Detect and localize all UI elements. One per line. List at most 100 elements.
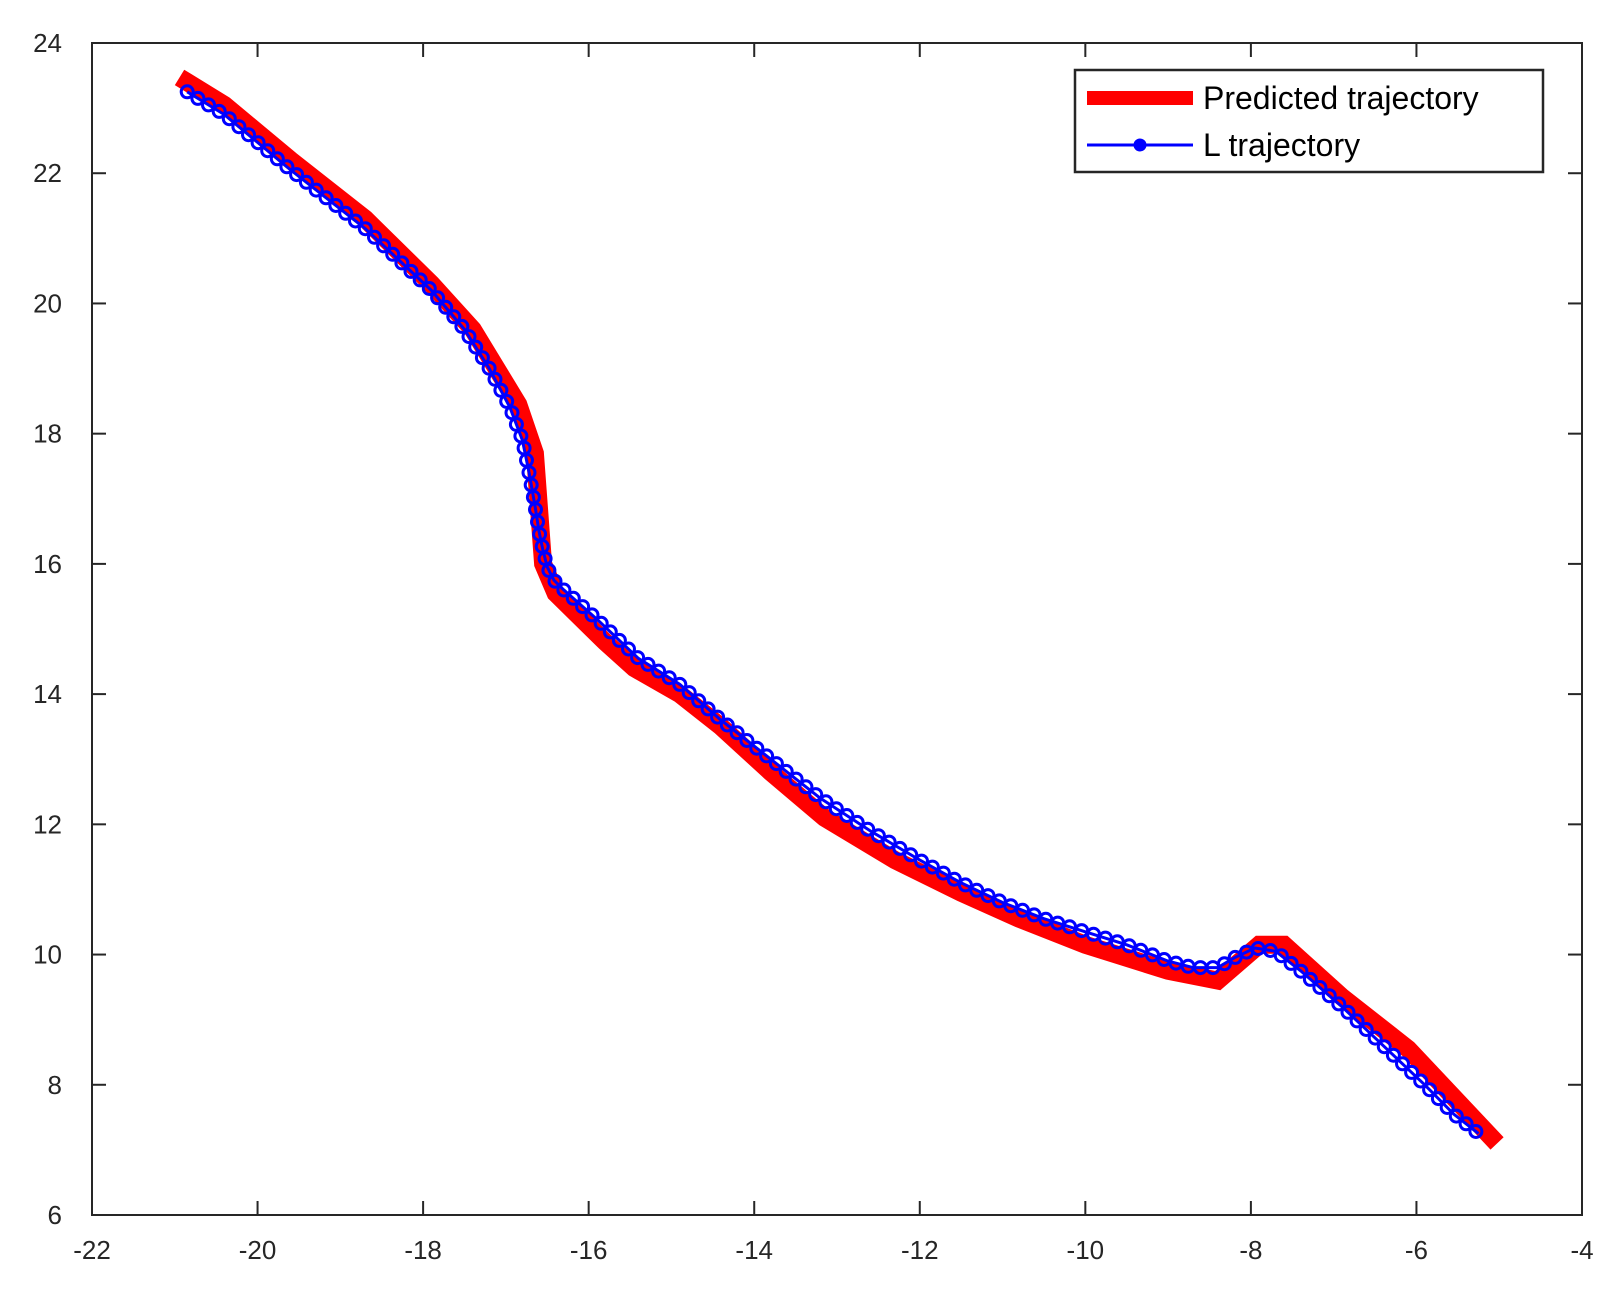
axis-ticks <box>91 42 1583 1216</box>
l-trajectory-marker <box>461 329 477 345</box>
l-trajectory-marker <box>446 309 462 325</box>
l-trajectory-marker <box>661 670 677 686</box>
l-trajectory-marker <box>348 213 363 229</box>
l-trajectory-marker <box>818 794 834 810</box>
l-trajectory-marker <box>778 763 794 779</box>
l-trajectory-marker <box>681 685 697 701</box>
l-trajectory-marker <box>481 360 497 376</box>
l-trajectory-marker <box>1422 1082 1438 1098</box>
legend-label-l: L trajectory <box>1203 127 1360 163</box>
l-trajectory-marker <box>691 693 707 709</box>
l-trajectory-marker <box>870 828 886 844</box>
l-trajectory-marker <box>201 97 216 113</box>
l-trajectory-marker <box>651 663 667 679</box>
x-tick-label: -4 <box>1570 1235 1593 1265</box>
l-trajectory-marker <box>211 103 227 119</box>
y-tick-label: 22 <box>33 158 62 188</box>
x-tick-label: -14 <box>735 1235 773 1265</box>
y-tick-label: 6 <box>48 1200 62 1230</box>
l-trajectory-marker <box>602 624 618 640</box>
l-trajectory-marker <box>338 205 354 221</box>
l-trajectory-marker <box>1448 1108 1464 1124</box>
l-trajectory-marker <box>298 174 314 190</box>
l-trajectory-marker <box>1439 1100 1455 1115</box>
legend: Predicted trajectory L trajectory <box>1073 68 1545 174</box>
l-trajectory-marker <box>367 229 382 245</box>
l-trajectory-marker <box>881 834 897 850</box>
l-trajectory-marker <box>438 299 454 315</box>
x-tick-label: -6 <box>1405 1235 1428 1265</box>
y-tick-label: 16 <box>33 549 62 579</box>
x-tick-label: -12 <box>901 1235 939 1265</box>
x-tick-label: -8 <box>1239 1235 1262 1265</box>
l-trajectory-marker <box>1321 988 1337 1004</box>
l-trajectory-marker <box>1430 1091 1446 1107</box>
l-trajectory-marker <box>729 725 745 741</box>
l-trajectory-marker <box>935 865 951 881</box>
l-trajectory-marker <box>468 339 484 355</box>
x-tick-label: -10 <box>1067 1235 1105 1265</box>
l-trajectory-marker <box>575 599 591 615</box>
y-tick-label: 8 <box>48 1070 62 1100</box>
l-trajectory-marker <box>914 853 929 869</box>
l-trajectory-marker <box>289 167 305 183</box>
l-trajectory-marker <box>1468 1124 1484 1139</box>
l-trajectory-marker <box>924 859 940 875</box>
l-trajectory-marker <box>808 787 824 803</box>
l-trajectory-marker <box>1385 1047 1401 1063</box>
l-trajectory-marker <box>839 808 855 823</box>
y-tick-label: 24 <box>33 28 62 58</box>
l-trajectory-marker <box>179 84 195 100</box>
l-trajectory-marker <box>493 382 509 398</box>
l-trajectory-marker <box>241 127 256 143</box>
y-tick-label: 18 <box>33 419 62 449</box>
l-trajectory-marker <box>394 255 410 271</box>
l-trajectory-marker <box>710 709 726 725</box>
x-axis-tick-labels: -22 -20 -18 -16 -14 -12 -10 -8 -6 -4 <box>73 1235 1593 1265</box>
l-trajectory-marker <box>957 877 973 893</box>
x-tick-label: -16 <box>570 1235 608 1265</box>
l-trajectory-marker <box>1302 971 1318 987</box>
l-trajectory-marker <box>640 656 656 672</box>
l-trajectory-marker <box>376 238 392 254</box>
l-trajectory-marker <box>719 717 735 733</box>
l-trajectory-marker <box>357 221 373 237</box>
l-trajectory-marker <box>1376 1039 1392 1055</box>
l-trajectory-marker <box>1312 980 1328 995</box>
l-trajectory-marker <box>860 821 876 837</box>
l-trajectory-marker <box>700 701 716 717</box>
l-trajectory-marker <box>672 676 688 692</box>
l-trajectory-marker <box>421 281 437 296</box>
l-trajectory-marker <box>1358 1022 1374 1037</box>
l-trajectory-marker <box>1413 1073 1429 1089</box>
l-trajectory-marker <box>759 748 775 764</box>
l-trajectory-marker <box>1367 1030 1383 1046</box>
l-trajectory-marker <box>308 182 324 198</box>
l-trajectory-marker <box>788 771 804 787</box>
legend-box <box>1073 68 1545 174</box>
y-tick-label: 20 <box>33 288 62 318</box>
l-trajectory-marker <box>454 318 470 334</box>
l-trajectory-marker <box>828 801 844 817</box>
l-trajectory-marker <box>1293 963 1309 979</box>
l-trajectory-marker <box>1273 948 1289 964</box>
l-trajectory-marker <box>250 135 266 151</box>
l-trajectory-marker <box>279 159 295 175</box>
l-trajectory-marker <box>903 847 919 863</box>
l-trajectory-marker <box>269 151 285 167</box>
l-trajectory-marker <box>749 740 765 756</box>
l-trajectory-marker <box>798 779 814 795</box>
series-layer <box>174 69 1504 1150</box>
x-tick-label: -18 <box>404 1235 442 1265</box>
x-tick-label: -20 <box>239 1235 277 1265</box>
l-trajectory-marker <box>565 590 581 606</box>
l-trajectory-marker <box>385 246 401 262</box>
l-trajectory-marker <box>1340 1004 1356 1020</box>
l-trajectory-marker <box>621 641 636 657</box>
x-tick-label: -22 <box>73 1235 111 1265</box>
l-trajectory-marker <box>221 111 237 127</box>
l-trajectory-marker <box>260 143 276 159</box>
l-trajectory-marker <box>556 582 572 598</box>
l-trajectory-marker <box>412 272 428 288</box>
